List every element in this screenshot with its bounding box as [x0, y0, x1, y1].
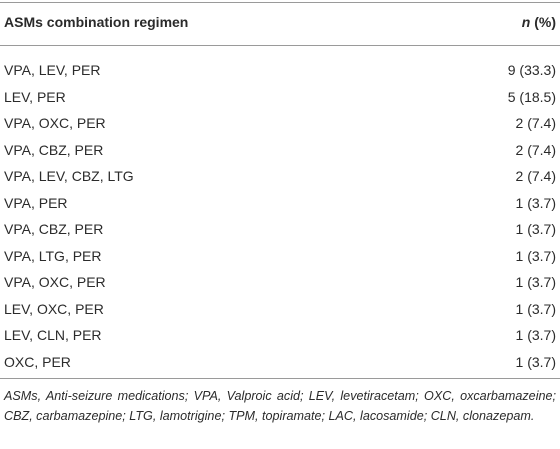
regimen-cell: VPA, CBZ, PER	[4, 141, 104, 158]
count-cell: 9 (33.3)	[507, 62, 556, 78]
regimen-cell: VPA, OXC, PER	[4, 274, 106, 290]
header-n: n (%)	[522, 12, 556, 32]
regimen-cell: LEV, CLN, PER	[4, 327, 102, 343]
header-n-symbol: n	[521, 14, 531, 30]
bottom-rule	[0, 378, 560, 379]
count-cell: 2 (7.4)	[515, 141, 556, 158]
count-cell: 1 (3.7)	[515, 327, 556, 343]
table-row: VPA, PER 1 (3.7)	[0, 190, 560, 216]
header-regimen: ASMs combination regimen	[4, 14, 189, 30]
count-cell: 2 (7.4)	[515, 168, 556, 184]
table-row: VPA, LEV, CBZ, LTG 2 (7.4)	[0, 163, 560, 189]
count-cell: 1 (3.7)	[515, 274, 556, 290]
regimen-cell: VPA, LEV, PER	[4, 62, 101, 78]
regimen-cell: VPA, LEV, CBZ, LTG	[4, 168, 134, 184]
table-row: VPA, OXC, PER 2 (7.4)	[0, 110, 560, 136]
regimen-cell: LEV, OXC, PER	[4, 300, 104, 317]
regimen-cell: LEV, PER	[4, 88, 66, 105]
regimen-cell: OXC, PER	[4, 353, 71, 370]
regimen-cell: VPA, OXC, PER	[4, 115, 106, 131]
header-pct: (%)	[534, 14, 556, 30]
regimen-cell: VPA, CBZ, PER	[4, 221, 104, 237]
count-cell: 1 (3.7)	[515, 194, 556, 211]
table-row: OXC, PER 1 (3.7)	[0, 349, 560, 375]
table-row: VPA, CBZ, PER 1 (3.7)	[0, 216, 560, 242]
count-cell: 1 (3.7)	[515, 247, 556, 264]
table-row: LEV, OXC, PER 1 (3.7)	[0, 296, 560, 322]
top-rule	[0, 2, 560, 3]
table-row: VPA, LTG, PER 1 (3.7)	[0, 243, 560, 269]
table-row: LEV, PER 5 (18.5)	[0, 84, 560, 110]
footnote: ASMs, Anti-seizure medications; VPA, Val…	[4, 389, 556, 423]
table-row: VPA, CBZ, PER 2 (7.4)	[0, 137, 560, 163]
count-cell: 1 (3.7)	[515, 353, 556, 370]
table-row: VPA, OXC, PER 1 (3.7)	[0, 269, 560, 295]
count-cell: 1 (3.7)	[515, 221, 556, 237]
table-row: VPA, LEV, PER 9 (33.3)	[0, 57, 560, 83]
header-rule	[0, 45, 560, 46]
regimen-cell: VPA, LTG, PER	[4, 247, 102, 264]
regimen-cell: VPA, PER	[4, 194, 68, 211]
table-row: LEV, CLN, PER 1 (3.7)	[0, 322, 560, 348]
count-cell: 1 (3.7)	[515, 300, 556, 317]
count-cell: 2 (7.4)	[515, 115, 556, 131]
count-cell: 5 (18.5)	[507, 88, 556, 105]
